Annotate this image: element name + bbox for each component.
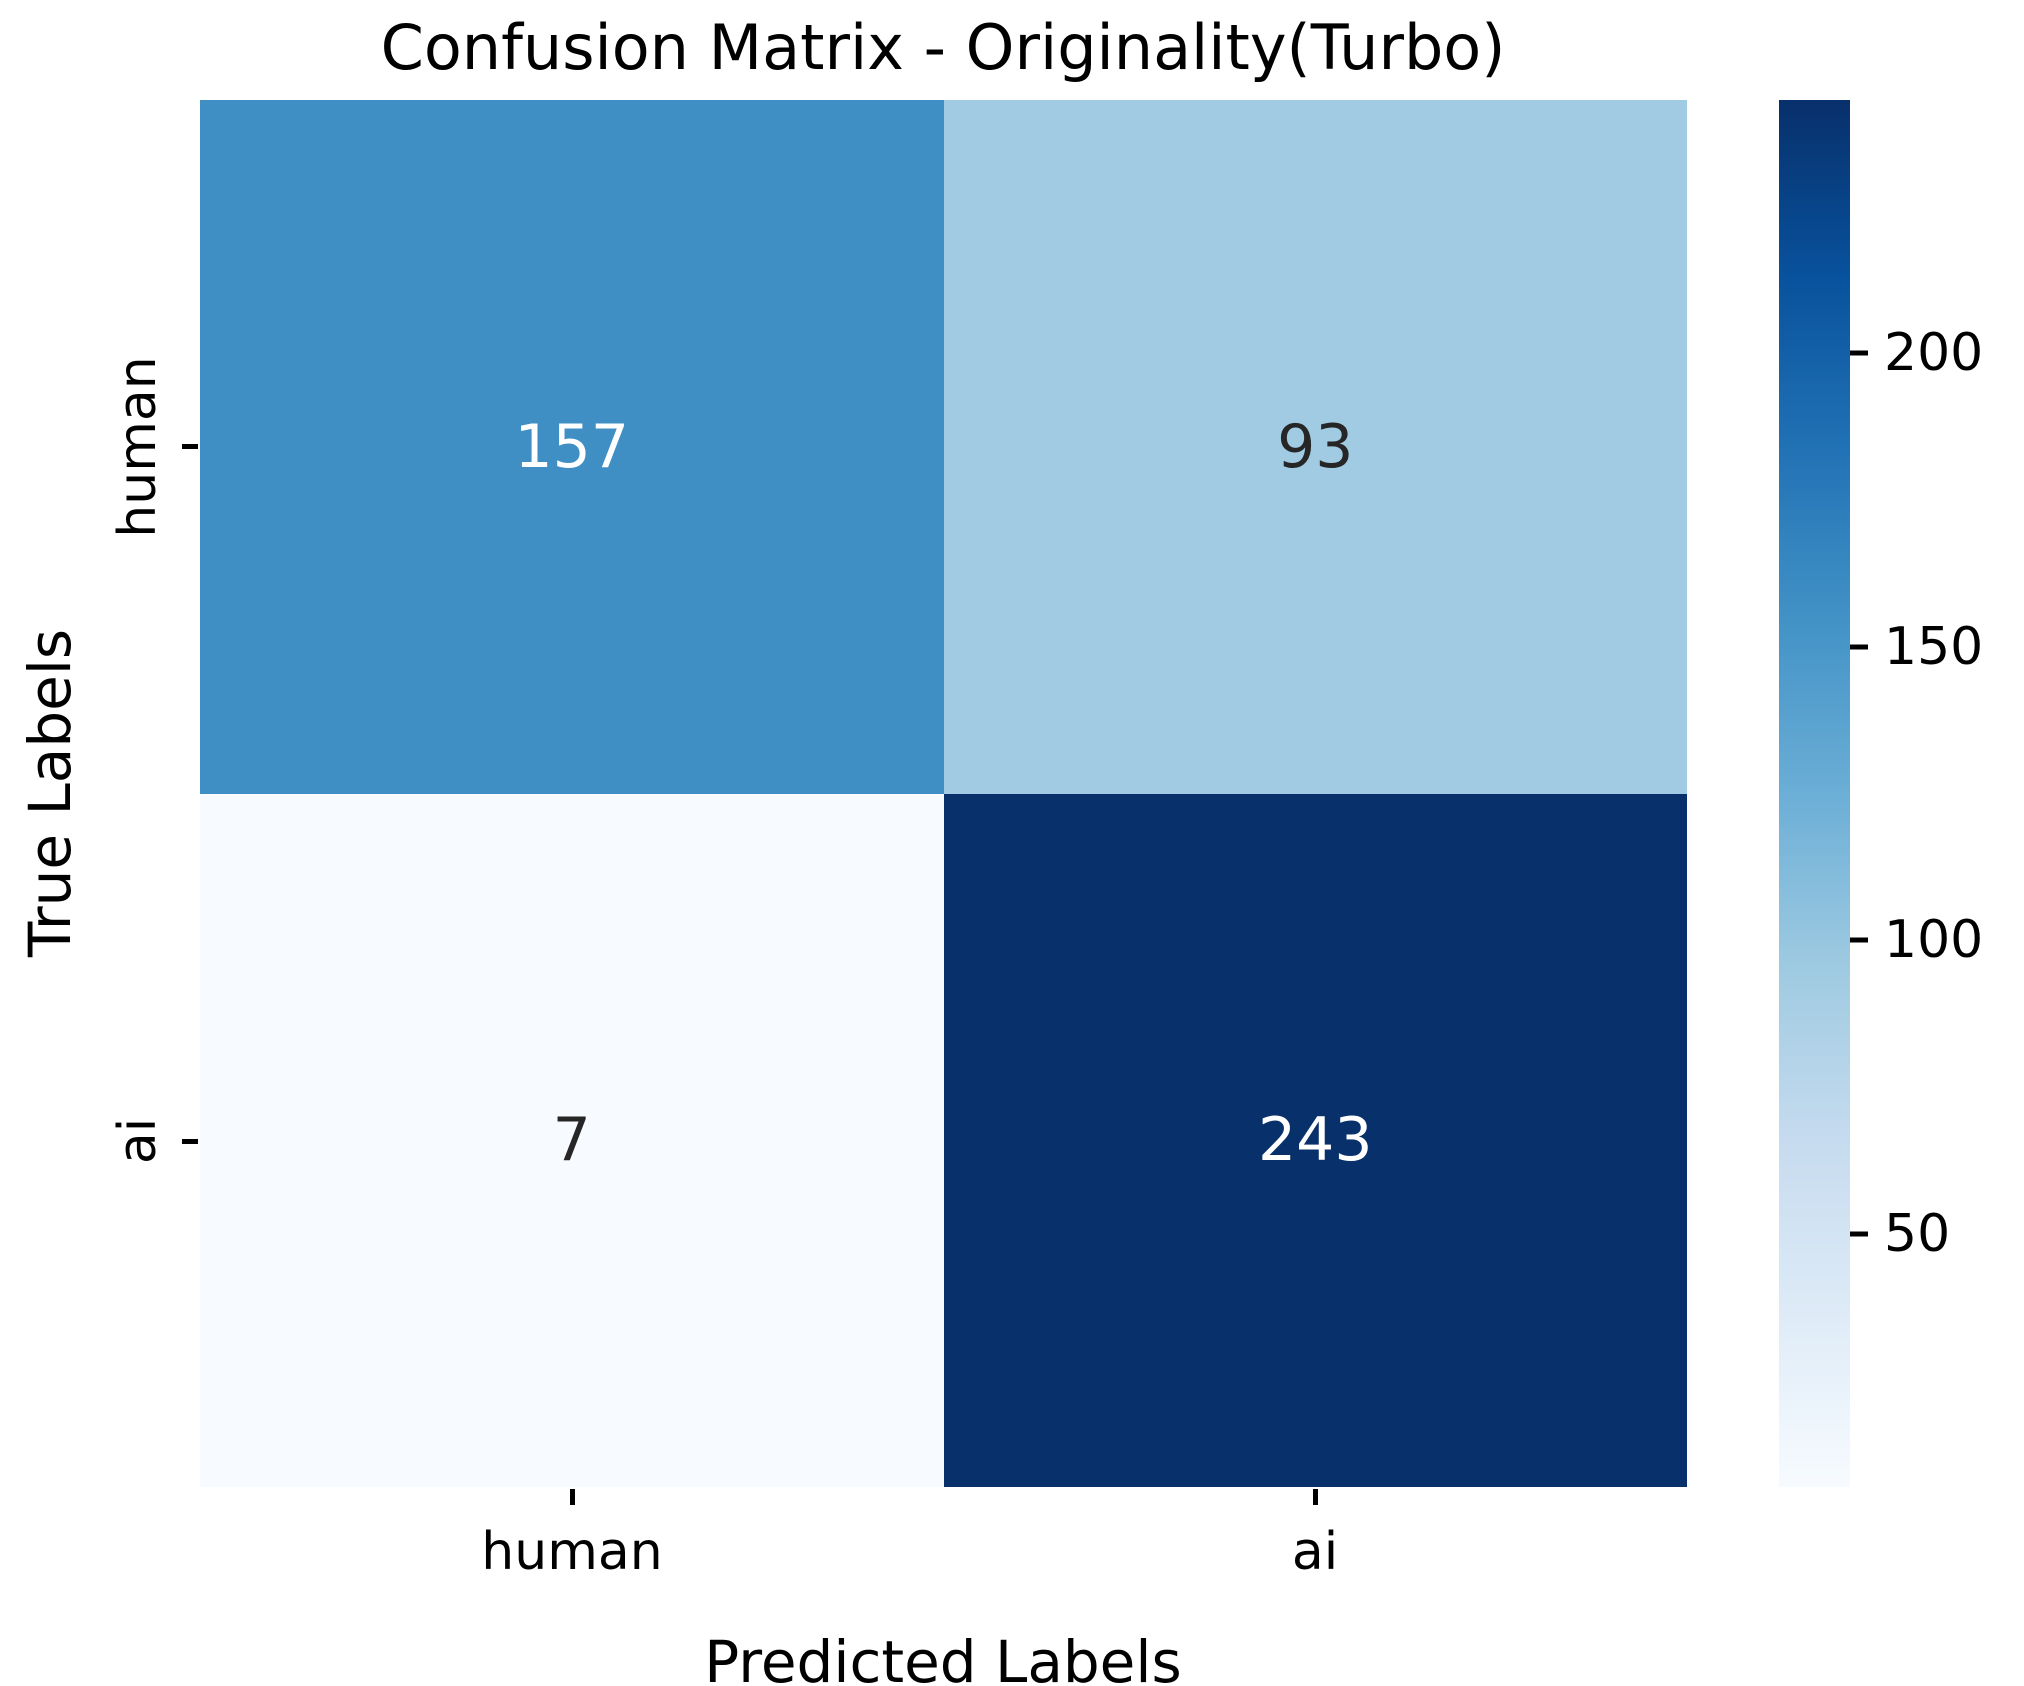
x-tick-label-ai: ai [1291, 1522, 1339, 1582]
x-tick-mark-human [570, 1489, 575, 1505]
colorbar-tick-label-200: 200 [1884, 322, 1984, 383]
colorbar-tick-mark-150 [1850, 644, 1868, 650]
colorbar-tick-label-50: 50 [1884, 1204, 1951, 1265]
colorbar-tick-mark-100 [1850, 937, 1868, 943]
x-tick-mark-ai [1313, 1489, 1318, 1505]
colorbar-tick-label-150: 150 [1884, 616, 1984, 677]
y-axis-label: True Labels [16, 628, 84, 958]
y-tick-mark-human [182, 444, 198, 449]
colorbar-tick-label-100: 100 [1884, 910, 1984, 971]
colorbar-tick-mark-200 [1850, 350, 1868, 356]
heatmap-cell-true-ai-pred-ai: 243 [943, 793, 1687, 1487]
colorbar-tick-mark-50 [1850, 1231, 1868, 1237]
x-tick-label-human: human [481, 1522, 663, 1582]
y-tick-mark-ai [182, 1139, 198, 1144]
y-tick-label-human: human [108, 356, 168, 538]
chart-title: Confusion Matrix - Originality(Turbo) [380, 11, 1506, 84]
heatmap-grid: 157 93 7 243 [200, 100, 1687, 1487]
heatmap-cell-true-human-pred-human: 157 [200, 100, 944, 794]
heatmap-cell-true-ai-pred-human: 7 [200, 793, 944, 1487]
x-axis-label: Predicted Labels [704, 1628, 1182, 1686]
colorbar [1779, 100, 1850, 1487]
heatmap-cell-true-human-pred-ai: 93 [943, 100, 1687, 794]
y-tick-label-ai: ai [108, 1117, 168, 1165]
